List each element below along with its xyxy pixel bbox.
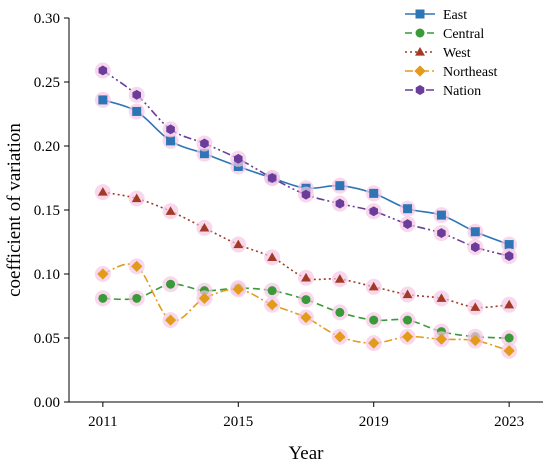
data-point-west xyxy=(165,206,176,215)
data-point-west xyxy=(368,281,379,291)
series-line-east xyxy=(102,99,510,246)
series-nation xyxy=(94,62,518,265)
data-point-central xyxy=(166,279,176,289)
legend-marker-east xyxy=(415,9,425,19)
data-point-west xyxy=(199,222,210,232)
x-tick-label: 2015 xyxy=(223,414,253,430)
data-point-northeast xyxy=(469,334,481,347)
data-point-nation xyxy=(470,242,480,253)
data-point-nation xyxy=(98,65,108,76)
data-point-east xyxy=(335,181,345,191)
data-point-nation xyxy=(335,198,345,209)
data-point-northeast xyxy=(97,268,109,280)
data-point-west xyxy=(301,272,311,282)
data-point-nation xyxy=(267,173,277,183)
legend-label-nation: Nation xyxy=(443,84,481,99)
data-point-central xyxy=(403,315,413,325)
data-point-nation xyxy=(504,251,514,262)
legend-label-east: East xyxy=(443,8,467,23)
data-point-west xyxy=(131,193,142,203)
legend-marker-nation xyxy=(415,85,425,95)
data-point-nation xyxy=(301,189,311,200)
data-point-nation xyxy=(200,138,209,149)
data-point-northeast xyxy=(401,331,414,343)
data-point-northeast xyxy=(266,299,278,311)
data-point-east xyxy=(166,136,176,146)
x-tick-label: 2023 xyxy=(494,414,524,430)
data-point-nation xyxy=(403,219,412,230)
data-point-west xyxy=(470,302,481,311)
data-point-east xyxy=(470,227,480,237)
data-point-nation xyxy=(369,206,379,217)
data-point-west xyxy=(233,239,244,249)
y-axis-label: coefficient of variation xyxy=(4,123,25,297)
data-point-northeast xyxy=(435,333,448,345)
legend-label-northeast: Northeast xyxy=(443,65,498,80)
data-point-northeast xyxy=(300,311,312,324)
y-tick-label: 0.10 xyxy=(34,267,60,283)
y-tick-label: 0.15 xyxy=(34,203,60,219)
y-tick-label: 0.00 xyxy=(34,395,60,411)
y-tick-label: 0.20 xyxy=(34,139,60,155)
y-tick-label: 0.05 xyxy=(34,331,60,347)
data-point-nation xyxy=(437,228,446,238)
data-point-central xyxy=(98,293,108,303)
data-point-central xyxy=(301,295,311,305)
data-point-northeast xyxy=(164,314,177,326)
data-point-east xyxy=(403,204,413,214)
data-point-central xyxy=(369,315,379,325)
series-northeast xyxy=(94,258,518,359)
data-point-west xyxy=(436,293,447,302)
x-axis-label: Year xyxy=(288,443,324,464)
series-layer xyxy=(94,62,518,359)
legend-label-west: West xyxy=(443,46,471,61)
data-point-east xyxy=(436,210,446,220)
legend-label-central: Central xyxy=(443,27,484,42)
legend-marker-central xyxy=(415,28,425,38)
data-point-east xyxy=(504,240,514,250)
data-point-central xyxy=(504,333,514,343)
data-point-east xyxy=(98,95,108,105)
data-point-northeast xyxy=(334,331,346,343)
y-tick-label: 0.30 xyxy=(34,11,60,27)
data-point-northeast xyxy=(198,292,211,304)
series-east xyxy=(94,91,518,253)
data-point-east xyxy=(199,149,209,159)
legend-marker-west xyxy=(415,47,425,56)
data-point-east xyxy=(132,106,142,116)
data-point-west xyxy=(334,274,345,283)
legend-marker-northeast xyxy=(414,65,426,77)
data-point-nation xyxy=(166,124,175,135)
x-tick-label: 2011 xyxy=(88,414,117,430)
data-point-central xyxy=(132,293,142,303)
data-point-west xyxy=(504,299,515,309)
data-point-nation xyxy=(132,89,142,100)
data-point-northeast xyxy=(232,283,244,295)
data-point-central xyxy=(335,307,345,317)
data-point-west xyxy=(402,289,413,299)
data-point-northeast xyxy=(368,337,380,349)
data-point-central xyxy=(267,286,277,296)
ticks-layer: 0.00 0.05 0.10 0.15 0.20 0.25 0.30 2011 2015 2019… xyxy=(34,11,524,430)
legend: East Central West Northeast Nation xyxy=(405,8,498,99)
data-point-northeast xyxy=(131,260,143,272)
data-point-nation xyxy=(233,153,243,164)
data-point-west xyxy=(97,187,108,196)
x-tick-label: 2019 xyxy=(359,414,389,430)
y-tick-label: 0.25 xyxy=(34,75,60,91)
series-west xyxy=(94,184,518,316)
data-point-northeast xyxy=(503,345,515,357)
data-point-west xyxy=(267,252,278,261)
data-point-east xyxy=(369,188,379,198)
